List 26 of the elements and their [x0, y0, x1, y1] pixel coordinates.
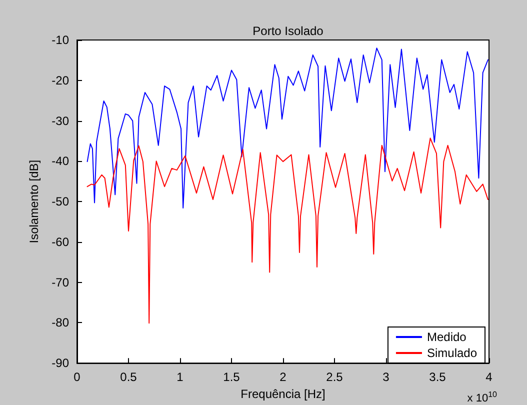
x-tick-label: 0: [74, 370, 81, 384]
y-tick-label: -60: [52, 234, 70, 249]
x-tick-label: 0.5: [120, 370, 138, 384]
x-tick-label: 4: [486, 370, 493, 384]
x-tick-label: 2.5: [326, 370, 344, 384]
line-series: [86, 138, 488, 324]
y-tick-label: -20: [52, 73, 70, 88]
line-series: [86, 48, 488, 209]
x-tick-label: 1: [176, 370, 184, 384]
legend-label: Medido: [426, 330, 467, 344]
y-tick-label: -40: [52, 154, 70, 168]
text: x 10$^{10}$: [467, 390, 497, 405]
chart-title: Porto Isolado: [252, 24, 324, 38]
legend-label: Simulado: [426, 346, 478, 360]
y-tick-label: -30: [52, 114, 70, 128]
x-tick-label: 2: [280, 370, 287, 384]
x-tick-label: 3: [382, 370, 390, 384]
y-tick-label: -80: [52, 316, 70, 330]
y-tick-label: -70: [52, 275, 70, 290]
x-tick-label: 1.5: [223, 370, 240, 384]
y-tick-label: -10: [52, 33, 70, 47]
y-axis-title: Isolamento [dB]: [27, 160, 41, 244]
x-tick-label: 3.5: [429, 370, 446, 384]
x-axis-title: Frequência [Hz]: [240, 387, 326, 401]
y-tick-label: -90: [52, 356, 70, 370]
y-tick-label: -50: [52, 194, 70, 209]
